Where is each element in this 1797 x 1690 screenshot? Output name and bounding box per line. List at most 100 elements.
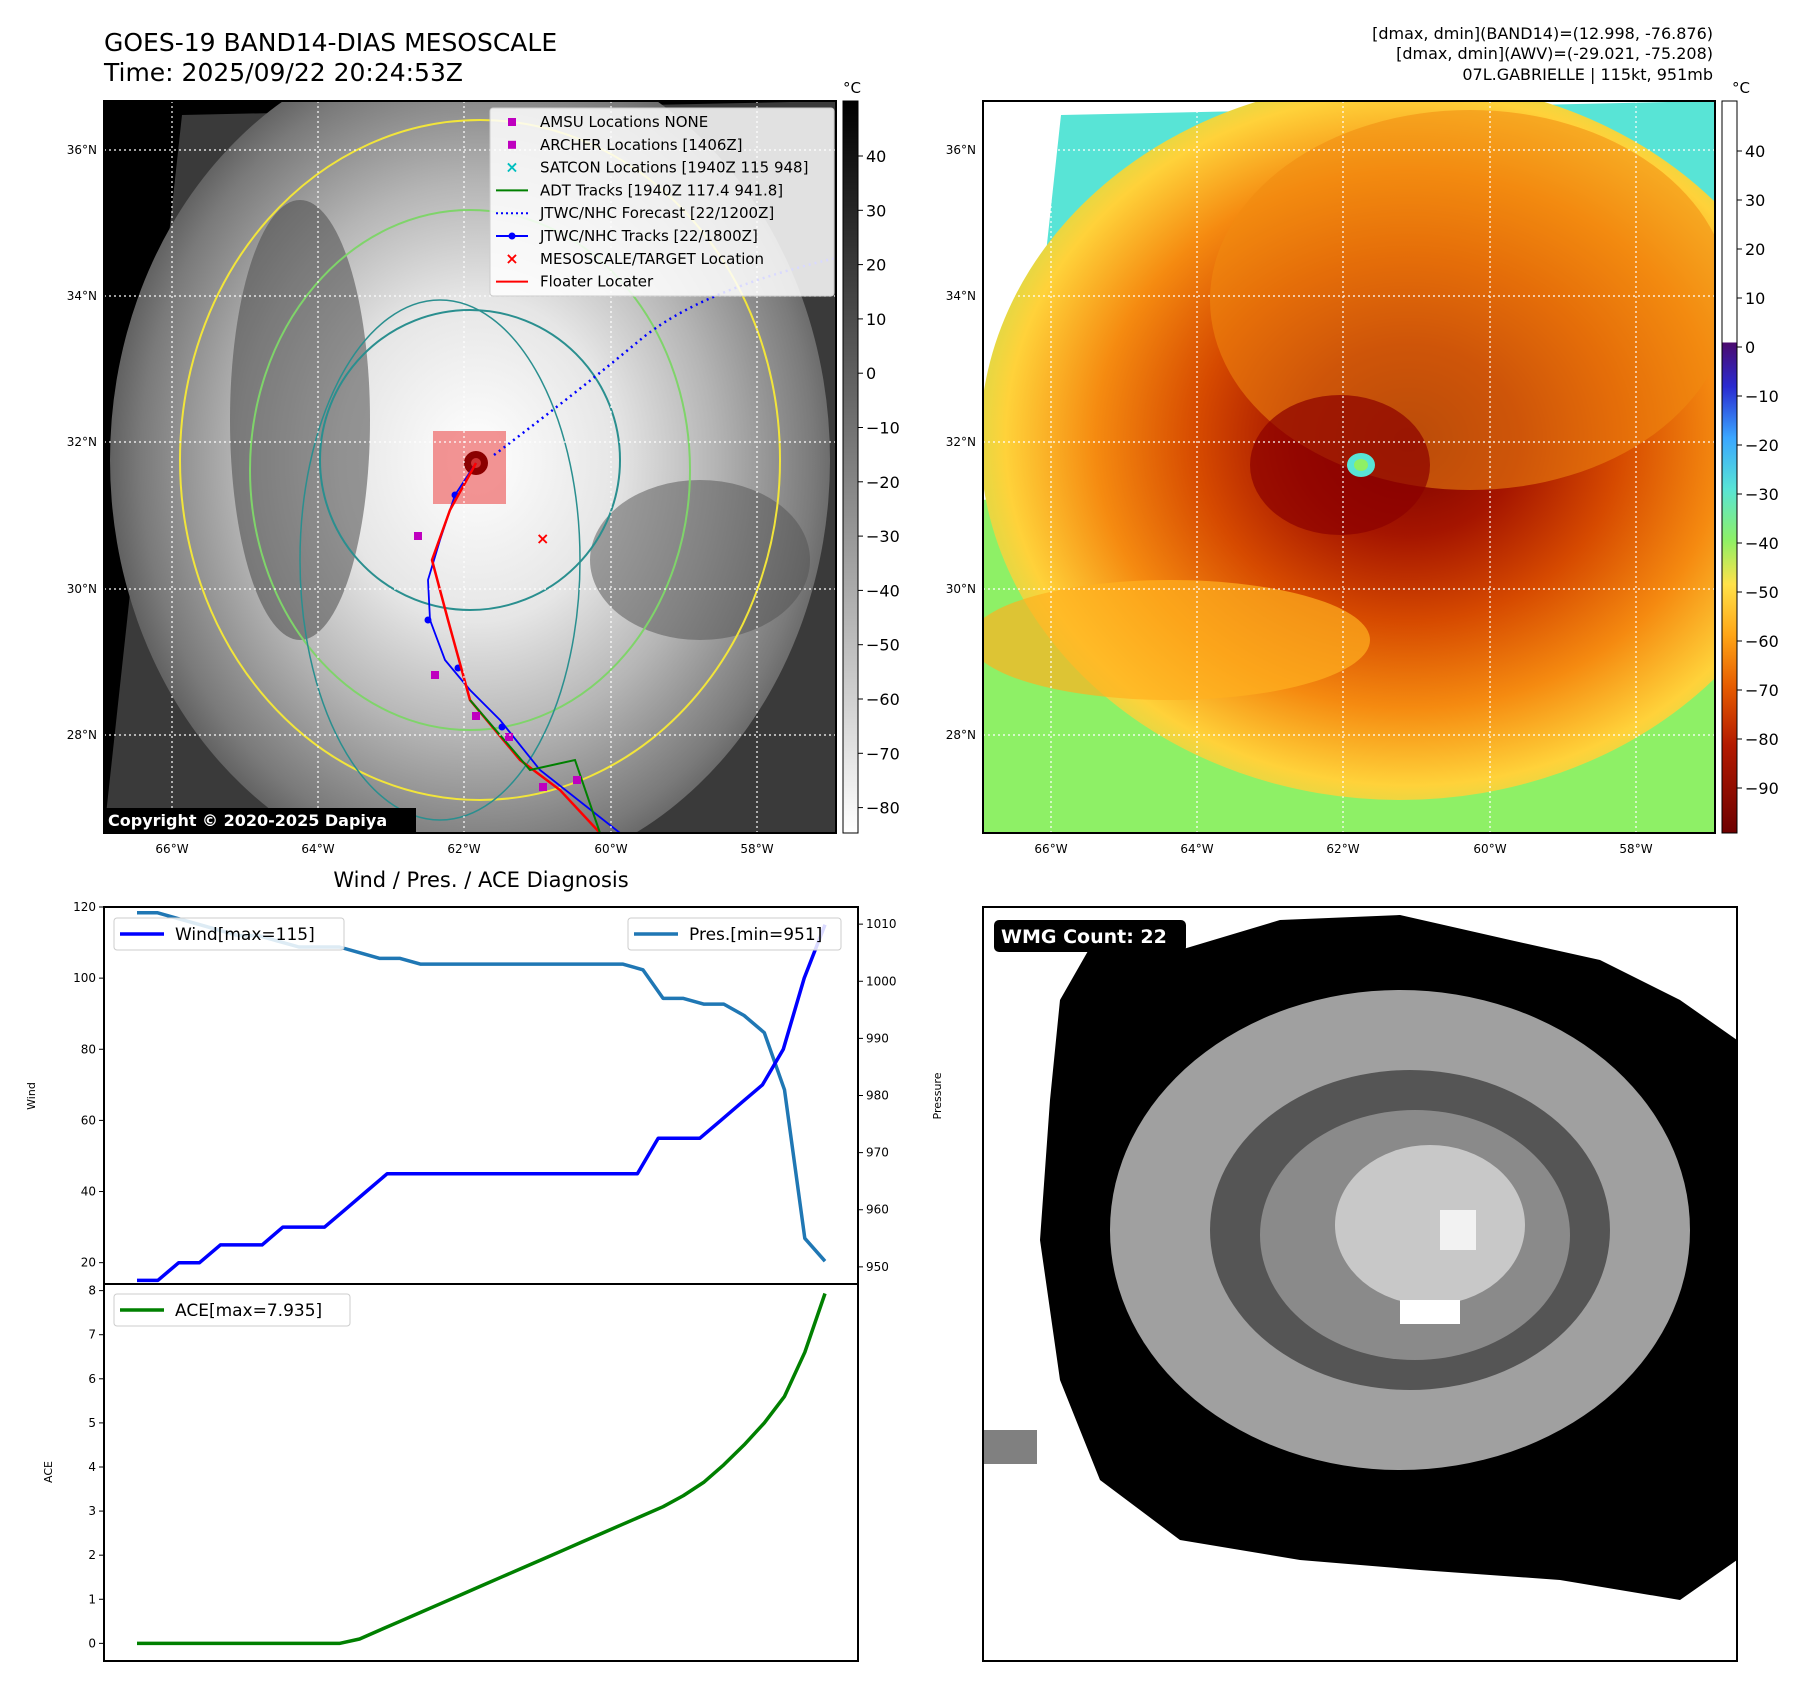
copyright-box [104, 808, 416, 832]
wind-tick-label: 60 [81, 1113, 96, 1127]
legend-label: AMSU Locations NONE [540, 113, 708, 131]
lat-label: 28°N [67, 728, 97, 742]
info-band14: [dmax, dmin](BAND14)=(12.998, -76.876) [1372, 24, 1713, 43]
colorbar-gray [842, 100, 859, 834]
ace-frame [103, 1283, 859, 1662]
colorbar-tick-label: −30 [1745, 485, 1779, 504]
ace-tick-label: 3 [88, 1504, 96, 1518]
legend-marker: × [505, 249, 518, 268]
svg-text:×: × [536, 529, 549, 548]
wind-tick-label: 120 [73, 900, 96, 914]
color-map [983, 101, 1715, 833]
legend-marker [508, 140, 516, 149]
wind-tick-label: 40 [81, 1185, 96, 1199]
legend-marker [508, 232, 516, 240]
colorbar-color-unit: °C [1732, 79, 1750, 97]
copyright-text: Copyright © 2020-2025 Dapiya [108, 811, 387, 830]
colorbar-tick-label: −50 [1745, 583, 1779, 602]
legend-label: MESOSCALE/TARGET Location [540, 250, 764, 268]
pressure-tick-label: 990 [866, 1031, 889, 1045]
colorbar-tick-label: −80 [1745, 730, 1779, 749]
colorbar-tick-label: −20 [1745, 436, 1779, 455]
ir-map-frame [103, 100, 837, 834]
ace-tick-label: 8 [88, 1284, 96, 1298]
colorbar-tick-label: −30 [866, 527, 900, 546]
colorbar-gray-unit: °C [843, 79, 861, 97]
colorbar-tick-label: −60 [1745, 632, 1779, 651]
wind-line [137, 924, 827, 1283]
legend-label: JTWC/NHC Forecast [22/1200Z] [539, 204, 774, 222]
legend-label: ADT Tracks [1940Z 117.4 941.8] [540, 181, 783, 199]
color-map-frame [982, 100, 1716, 834]
info-storm: 07L.GABRIELLE | 115kt, 951mb [1462, 65, 1713, 84]
info-awv: [dmax, dmin](AWV)=(-29.021, -75.208) [1396, 44, 1713, 63]
pressure-legend-label: Pres.[min=951] [689, 925, 822, 945]
legend-label: ARCHER Locations [1406Z] [540, 136, 743, 154]
colorbar-tick-label: −70 [866, 744, 900, 763]
pressure-tick-label: 1000 [866, 974, 897, 988]
lon-label: 64°W [301, 842, 334, 856]
wind-tick-label: 100 [73, 971, 96, 985]
colorbar-tick-label: −40 [1745, 534, 1779, 553]
figure-time: Time: 2025/09/22 20:24:53Z [103, 58, 463, 87]
ace-legend-box [113, 1293, 351, 1327]
colorbar-tick-label: 20 [1745, 240, 1765, 259]
wind-tick-label: 20 [81, 1256, 96, 1270]
lat-label: 32°N [946, 435, 976, 449]
pressure-legend-box [627, 917, 842, 951]
wind-axis-label: Wind [25, 1082, 38, 1110]
colorbar-tick-label: 0 [1745, 338, 1755, 357]
colorbar-tick-label: −40 [866, 581, 900, 600]
wind-legend-label: Wind[max=115] [175, 925, 315, 945]
colorbar-tick-label: 10 [866, 310, 886, 329]
pressure-tick-label: 960 [866, 1203, 889, 1217]
colorbar-tick-label: −50 [866, 636, 900, 655]
legend-label: SATCON Locations [1940Z 115 948] [540, 159, 808, 177]
legend-marker: × [505, 158, 518, 177]
lon-label: 64°W [1180, 842, 1213, 856]
wmg-frame [982, 906, 1738, 1662]
colorbar-tick-label: 0 [866, 364, 876, 383]
ace-tick-label: 6 [88, 1372, 96, 1386]
colorbar-tick-label: −10 [866, 419, 900, 438]
legend-label: Floater Locater [540, 273, 654, 291]
colorbar-tick-label: −80 [866, 799, 900, 818]
colorbar-color [1721, 100, 1738, 834]
lat-label: 36°N [67, 143, 97, 157]
ace-axis-label: ACE [42, 1461, 55, 1483]
lon-label: 62°W [1326, 842, 1359, 856]
colorbar-tick-label: −60 [866, 690, 900, 709]
ace-tick-label: 0 [88, 1636, 96, 1650]
ace-legend-label: ACE[max=7.935] [175, 1301, 322, 1321]
color-map-gridlines [983, 101, 1715, 833]
colorbar-tick-label: −10 [1745, 387, 1779, 406]
ace-tick-label: 2 [88, 1548, 96, 1562]
pressure-tick-label: 970 [866, 1146, 889, 1160]
lon-label: 60°W [1473, 842, 1506, 856]
ace-tick-label: 5 [88, 1416, 96, 1430]
ace-tick-label: 1 [88, 1592, 96, 1606]
colorbar-tick-label: −70 [1745, 681, 1779, 700]
ace-tick-label: 7 [88, 1328, 96, 1342]
lat-label: 32°N [67, 435, 97, 449]
ace-tick-label: 4 [88, 1460, 96, 1474]
wmg-count-label: WMG Count: 22 [1001, 926, 1167, 948]
pressure-tick-label: 980 [866, 1089, 889, 1103]
lon-label: 58°W [1619, 842, 1652, 856]
colorbar-tick-label: −20 [866, 473, 900, 492]
ace-line [137, 1292, 827, 1646]
lat-label: 36°N [946, 143, 976, 157]
wind-tick-label: 80 [81, 1042, 96, 1056]
legend-marker [508, 118, 516, 126]
lon-label: 66°W [1034, 842, 1067, 856]
pressure-line [137, 910, 827, 1263]
colorbar-tick-label: 40 [866, 147, 886, 166]
wmg-count-box [994, 920, 1186, 952]
colorbar-tick-label: 30 [1745, 191, 1765, 210]
colorbar-tick-label: −90 [1745, 779, 1779, 798]
wmg-panel [983, 907, 1737, 1661]
colorbar-tick-label: 20 [866, 256, 886, 275]
colorbar-tick-label: 30 [866, 201, 886, 220]
legend-label: JTWC/NHC Tracks [22/1800Z] [539, 227, 758, 245]
